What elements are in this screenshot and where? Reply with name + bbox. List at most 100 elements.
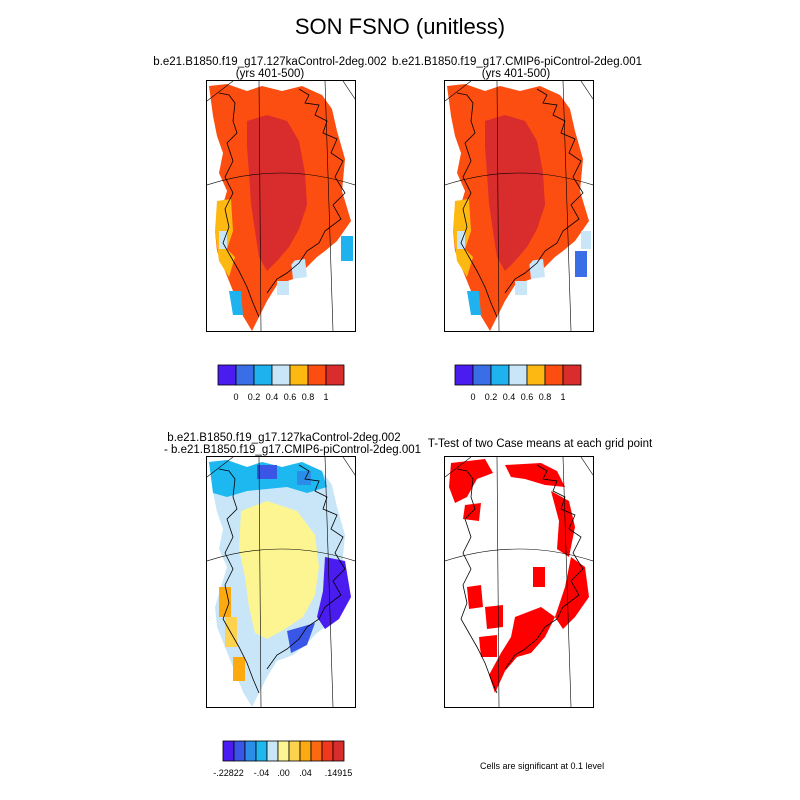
panel-2-title-line2: (yrs 401-500) (481, 68, 551, 80)
colorbar-box-4 (266, 740, 279, 762)
colorbar-box-0 (217, 364, 237, 386)
field-east-light-3 (581, 231, 591, 249)
field-west-pos (219, 587, 231, 617)
colorbar-abs-2: 0 0.2 0.4 0.6 0.8 1 (454, 364, 582, 402)
map-panel-piControl (444, 80, 594, 332)
field-east-light (529, 259, 545, 279)
colorbar-box-1 (472, 364, 492, 386)
panel-2-title-line1: b.e21.B1850.f19_g17.CMIP6-piControl-2deg… (392, 56, 642, 68)
colorbar-box-0 (222, 740, 235, 762)
panel-4-title: T-Test of two Case means at each grid po… (410, 438, 670, 450)
colorbar-box-1 (235, 364, 255, 386)
significant-region-8 (489, 607, 555, 693)
panel-3-title-line2: - b.e21.B1850.f19_g17.CMIP6-piControl-2d… (164, 444, 422, 456)
field-west-pos-3 (233, 657, 245, 681)
field-east-light (291, 259, 307, 279)
colorbar-box-7 (299, 740, 312, 762)
field-east-blue (341, 236, 353, 261)
colorbar-box-2 (244, 740, 257, 762)
heatmap-svg (445, 457, 593, 707)
panel-3-title: b.e21.B1850.f19_g17.127kaControl-2deg.00… (164, 432, 422, 456)
colorbar-label: -.22822 (213, 768, 244, 778)
colorbar-label: 1 (323, 392, 329, 402)
significant-region-9 (533, 567, 545, 587)
field-sw-blue (467, 291, 481, 315)
colorbar-box-6 (562, 364, 582, 386)
colorbar-box-3 (255, 740, 268, 762)
map-coastline (218, 464, 346, 694)
colorbar-svg (454, 364, 582, 386)
field-peak (247, 115, 307, 271)
colorbar-box-5 (544, 364, 564, 386)
colorbar-label: 0.2 (484, 392, 498, 402)
significant-region-6 (485, 605, 503, 629)
colorbar-box-4 (526, 364, 546, 386)
field-east-blue (575, 251, 587, 277)
panel-1-title: b.e21.B1850.f19_g17.127kaControl-2deg.00… (150, 56, 390, 80)
panel-4-title-line1: T-Test of two Case means at each grid po… (427, 438, 653, 450)
heatmap-svg (207, 81, 355, 331)
map-panel-127ka (206, 80, 356, 332)
field-east-light-2 (277, 281, 289, 295)
colorbar-diff: -.22822 -.04 .00 .04 .14915 (213, 740, 352, 778)
colorbar-box-6 (288, 740, 301, 762)
map-panel-ttest (444, 456, 594, 708)
colorbar-box-9 (321, 740, 334, 762)
colorbar-box-5 (307, 364, 327, 386)
map-coastline (456, 88, 584, 318)
colorbar-label: 0.4 (502, 392, 516, 402)
field-sw-light (457, 231, 465, 249)
colorbar-box-8 (310, 740, 323, 762)
significant-region-5 (467, 585, 483, 609)
panel-3-title-line1: b.e21.B1850.f19_g17.127kaControl-2deg.00… (167, 432, 401, 444)
colorbar-label: .00 (277, 768, 290, 778)
colorbar-box-10 (332, 740, 345, 762)
field-sw-light (219, 231, 227, 249)
colorbar-label: 1 (560, 392, 566, 402)
colorbar-box-6 (325, 364, 345, 386)
map-coastline (456, 464, 584, 694)
field-west-pos-2 (225, 617, 237, 647)
colorbar-box-3 (271, 364, 291, 386)
colorbar-box-1 (233, 740, 246, 762)
colorbar-abs-1: 0 0.2 0.4 0.6 0.8 1 (217, 364, 345, 402)
significant-region-1 (505, 463, 565, 487)
colorbar-box-2 (490, 364, 510, 386)
colorbar-box-5 (277, 740, 290, 762)
colorbar-label: 0.4 (265, 392, 279, 402)
colorbar-label: .14915 (324, 768, 353, 778)
colorbar-svg (217, 364, 345, 386)
field-interior (239, 501, 319, 639)
colorbar-label: 0.6 (283, 392, 297, 402)
figure-title: SON FSNO (unitless) (294, 14, 506, 39)
panel-1-title-line2: (yrs 401-500) (235, 68, 305, 80)
colorbar-label: 0.2 (247, 392, 261, 402)
panel-1-title-line1: b.e21.B1850.f19_g17.127kaControl-2deg.00… (153, 56, 387, 68)
colorbar-box-2 (253, 364, 273, 386)
panel-2-title: b.e21.B1850.f19_g17.CMIP6-piControl-2deg… (392, 56, 642, 80)
colorbar-label: -.04 (253, 768, 270, 778)
significance-note: Cells are significant at 0.1 level (480, 761, 605, 771)
colorbar-label: 0 (470, 392, 476, 402)
colorbar-label: 0.8 (538, 392, 552, 402)
field-east-neg (317, 557, 351, 629)
field-east-light-2 (515, 281, 527, 295)
colorbar-svg (222, 740, 345, 762)
heatmap-svg (207, 457, 355, 707)
colorbar-label: 0.6 (520, 392, 534, 402)
field-peak (485, 115, 545, 271)
field-sw-blue (229, 291, 243, 315)
colorbar-box-3 (508, 364, 528, 386)
field-top-dark (257, 465, 277, 479)
field-top-mid (297, 471, 311, 485)
heatmap-svg (445, 81, 593, 331)
colorbar-box-0 (454, 364, 474, 386)
map-coastline (218, 88, 346, 318)
colorbar-label: 0.8 (301, 392, 315, 402)
field-east-neg-2 (287, 623, 315, 653)
map-panel-difference (206, 456, 356, 708)
significant-region-3 (551, 491, 575, 557)
significant-region-4 (555, 557, 589, 629)
colorbar-box-4 (289, 364, 309, 386)
colorbar-label: 0 (233, 392, 239, 402)
